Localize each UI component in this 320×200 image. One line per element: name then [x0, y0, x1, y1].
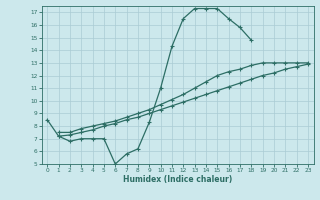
X-axis label: Humidex (Indice chaleur): Humidex (Indice chaleur): [123, 175, 232, 184]
